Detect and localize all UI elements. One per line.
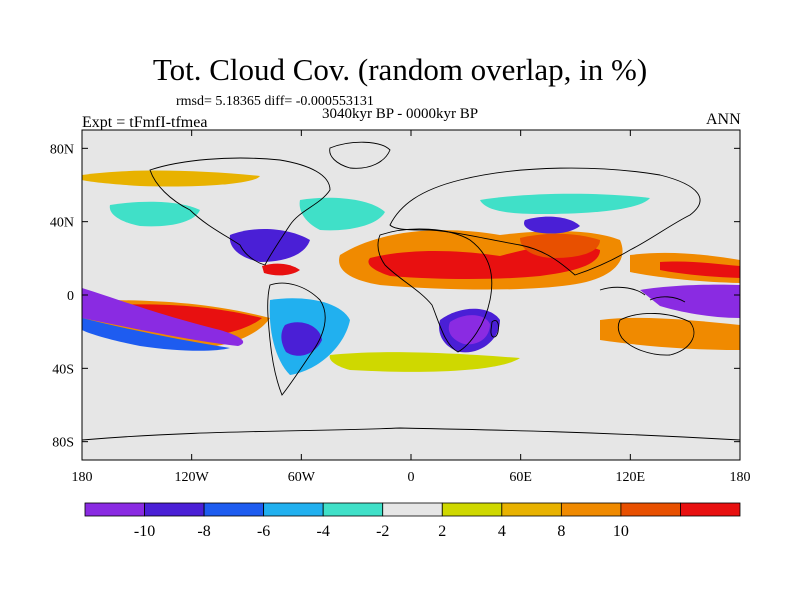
y-axis: 80N 40N 0 40S 80S bbox=[50, 142, 740, 451]
colorbar-swatch bbox=[84, 502, 145, 517]
x-tick-label: 180 bbox=[72, 470, 93, 485]
colorbar-swatch bbox=[322, 502, 384, 517]
anomaly-positive-caribbean bbox=[262, 263, 300, 276]
y-tick-label: 80N bbox=[50, 142, 74, 157]
y-tick-label: 40N bbox=[50, 216, 74, 231]
coast-greenland bbox=[329, 141, 391, 169]
y-tick-label: 80S bbox=[52, 436, 74, 451]
period-line: 3040kyr BP - 0000kyr BP bbox=[322, 106, 479, 122]
anomaly-negative-southamerica-core bbox=[281, 322, 322, 356]
colorbar-swatch bbox=[382, 502, 443, 517]
anomaly-strong-positive-northpacific bbox=[660, 261, 740, 278]
coast-australia bbox=[617, 312, 695, 356]
anomaly-positive-southern bbox=[600, 317, 740, 350]
colorbar-swatch bbox=[263, 502, 324, 517]
anomaly-negative-pacific-north bbox=[109, 201, 200, 227]
y-tick-label: 40S bbox=[52, 362, 74, 377]
anomaly-negative-pacific bbox=[82, 288, 244, 346]
colorbar-label: -8 bbox=[197, 523, 210, 540]
coast-eurasia bbox=[389, 167, 701, 276]
x-tick-label: 60W bbox=[288, 470, 316, 485]
x-tick-label: 120E bbox=[616, 470, 646, 485]
colorbar-label: 10 bbox=[613, 523, 629, 540]
anomaly-blue-pacific bbox=[82, 318, 230, 351]
coastlines bbox=[82, 141, 740, 441]
anomaly-negative-westpacific bbox=[640, 284, 740, 318]
anomaly-negative-eurasia bbox=[480, 193, 650, 214]
colorbar-label: 8 bbox=[557, 523, 565, 540]
colorbar-swatch bbox=[560, 502, 622, 517]
colorbar-label: -10 bbox=[134, 523, 155, 540]
anomaly-field bbox=[82, 170, 740, 375]
x-tick-label: 0 bbox=[408, 470, 415, 485]
x-tick-label: 180 bbox=[730, 470, 751, 485]
colorbar-label: -4 bbox=[317, 523, 330, 540]
anomaly-negative-northamerica bbox=[229, 228, 310, 262]
anomaly-positive-india bbox=[520, 233, 600, 258]
stats-line: rmsd= 5.18365 diff= -0.000553131 bbox=[176, 94, 374, 109]
experiment-label: Expt = tFmfI-tfmea bbox=[82, 114, 208, 131]
coast-north-america bbox=[149, 157, 331, 266]
coast-madagascar bbox=[490, 320, 499, 338]
colorbar-swatch bbox=[620, 502, 681, 517]
colorbar-swatch bbox=[501, 502, 562, 517]
x-tick-label: 120W bbox=[175, 470, 210, 485]
colorbar-label: 2 bbox=[438, 523, 446, 540]
colorbar-swatch bbox=[680, 502, 741, 517]
colorbar-label: -2 bbox=[376, 523, 389, 540]
y-tick-label: 0 bbox=[67, 289, 74, 304]
anomaly-positive-southern-ocean bbox=[329, 352, 520, 372]
coast-antarctica bbox=[82, 427, 740, 441]
coast-south-america bbox=[267, 282, 326, 396]
coast-africa bbox=[377, 228, 493, 353]
anomaly-negative-southafrica-core bbox=[448, 315, 490, 345]
anomaly-negative-atlantic bbox=[299, 197, 385, 231]
anomaly-negative-mediterranean bbox=[524, 216, 580, 234]
colorbar-swatch bbox=[144, 502, 205, 517]
anomaly-positive-north bbox=[82, 170, 260, 187]
chart-title: Tot. Cloud Cov. (random overlap, in %) bbox=[152, 52, 648, 87]
colorbar: -10 -8 -6 -4 -2 2 4 8 10 bbox=[84, 502, 741, 540]
x-axis: 180 120W 60W 0 60E 120E 180 bbox=[72, 130, 751, 485]
colorbar-swatch bbox=[203, 502, 265, 517]
colorbar-label: 4 bbox=[498, 523, 506, 540]
x-tick-label: 60E bbox=[509, 470, 532, 485]
season-label: ANN bbox=[706, 111, 741, 128]
map-panel bbox=[81, 129, 741, 461]
colorbar-label: -6 bbox=[257, 523, 270, 540]
coast-maritime bbox=[599, 286, 686, 303]
colorbar-swatch bbox=[441, 502, 503, 517]
